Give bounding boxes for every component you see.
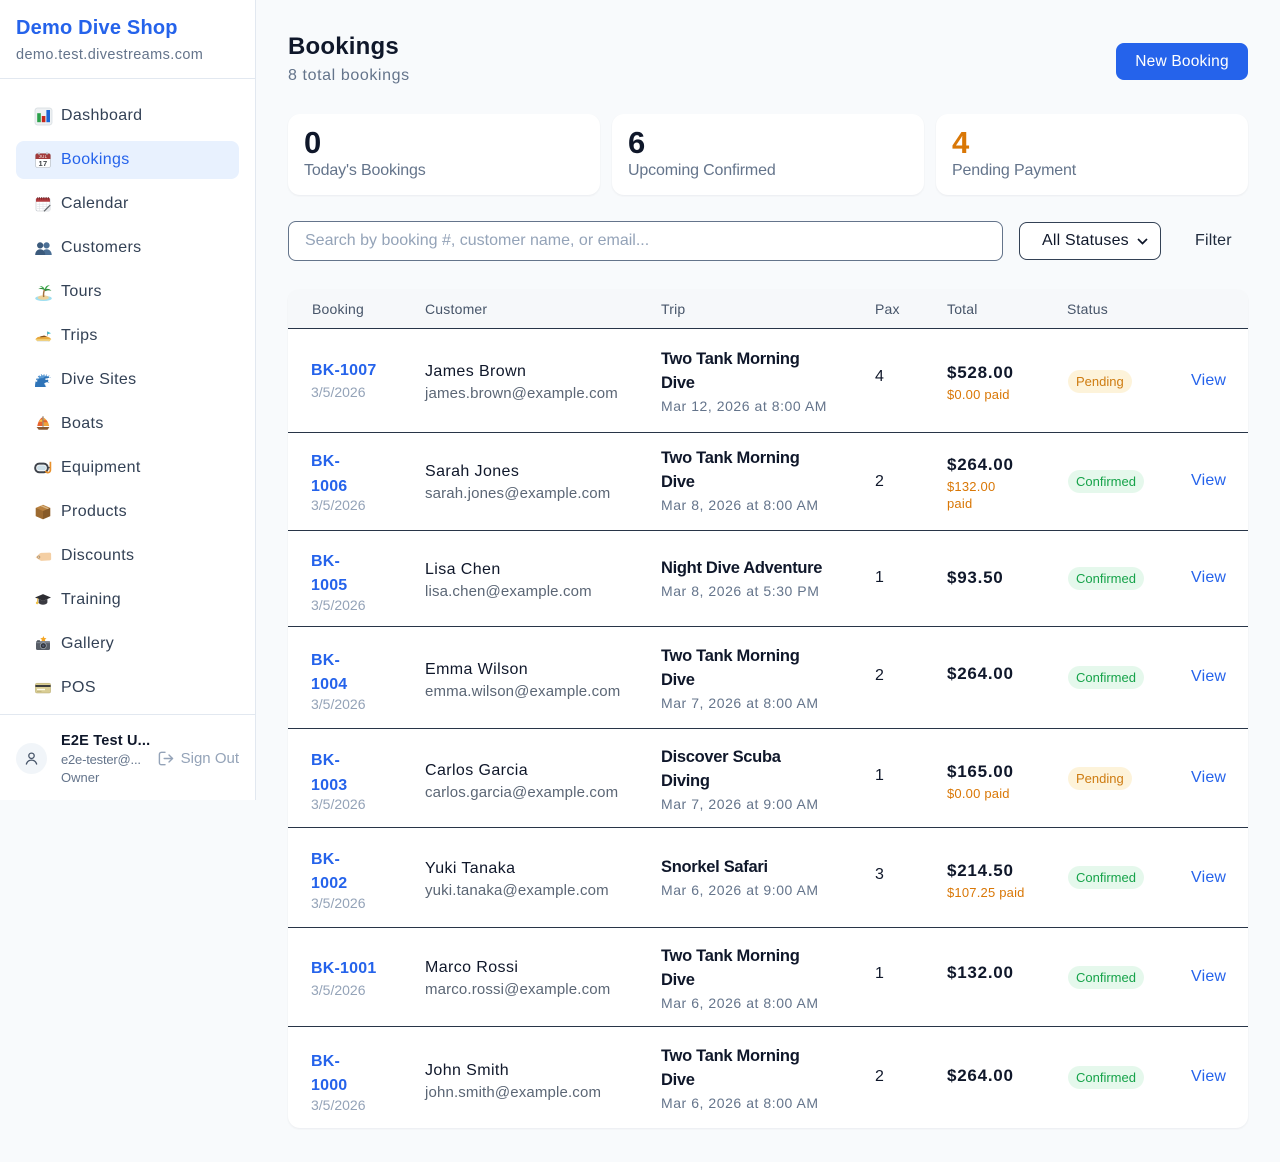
svg-text:JUL: JUL [39,154,48,159]
svg-text:17: 17 [38,159,47,168]
